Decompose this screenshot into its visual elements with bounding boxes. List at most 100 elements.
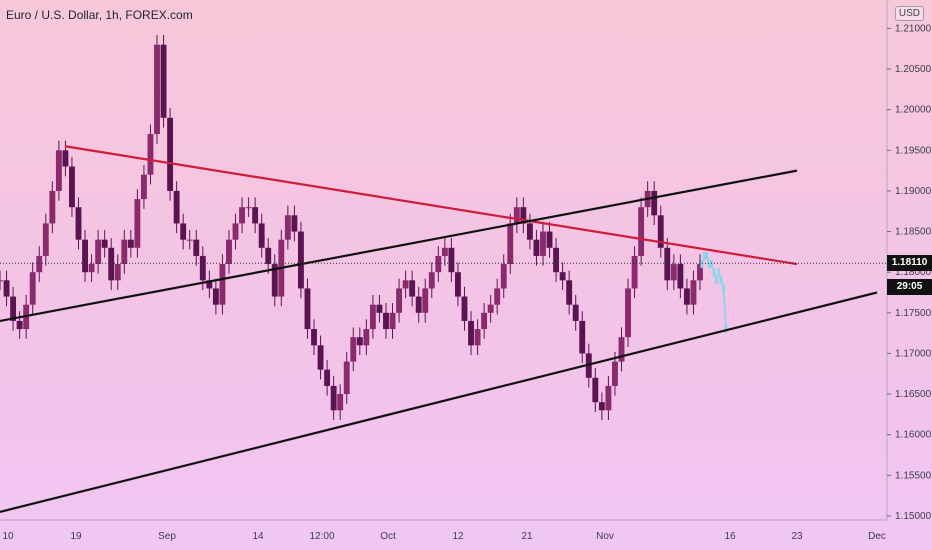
price-candle: [455, 272, 461, 297]
price-candle: [657, 215, 664, 248]
price-candle: [16, 320, 23, 330]
price-series: [0, 34, 703, 421]
price-candle: [193, 239, 200, 256]
price-candle: [3, 280, 10, 297]
price-candle: [108, 247, 115, 281]
price-candle: [134, 199, 141, 248]
time-tick-label: 23: [791, 531, 803, 542]
price-candle: [206, 280, 213, 289]
price-candle: [324, 369, 331, 386]
price-candle: [258, 223, 265, 248]
price-candle: [10, 296, 17, 321]
price-tick-label: 1.20000: [895, 105, 932, 116]
time-tick-label: 12:00: [309, 531, 334, 542]
price-candle: [415, 296, 422, 313]
price-candle: [265, 247, 272, 265]
price-candle: [55, 150, 62, 191]
projection-line: [701, 254, 727, 330]
price-candle: [369, 304, 376, 330]
price-candle: [343, 361, 350, 395]
time-tick-label: 21: [521, 531, 533, 542]
price-candle: [376, 304, 383, 313]
price-candle: [389, 312, 396, 330]
price-candle: [88, 264, 95, 273]
price-candle: [330, 385, 337, 411]
price-tick-label: 1.18000: [895, 267, 932, 278]
price-candle: [363, 329, 370, 346]
price-candle: [29, 272, 36, 305]
price-candle: [553, 247, 560, 273]
price-candle: [245, 207, 252, 209]
price-candle: [239, 207, 245, 224]
price-candle: [252, 207, 259, 224]
price-tick-label: 1.18500: [895, 227, 932, 238]
price-candle: [284, 215, 291, 240]
price-candle: [468, 320, 474, 346]
time-tick-label: 10: [2, 531, 14, 542]
price-candle: [520, 207, 527, 224]
currency-badge[interactable]: USD: [894, 6, 924, 21]
price-candle: [291, 215, 298, 232]
price-candle: [271, 264, 278, 297]
price-candle: [461, 296, 468, 321]
price-candle: [683, 288, 690, 305]
price-tick-label: 1.17000: [895, 348, 932, 359]
price-candle: [337, 394, 344, 411]
price-candle: [82, 239, 88, 273]
price-candle: [441, 247, 448, 256]
price-candle: [513, 207, 520, 224]
time-axis[interactable]: 10 19 Sep 14 12:00 Oct 12 21 Nov 16 23 Dec: [0, 519, 887, 542]
time-tick-label: Dec: [868, 531, 886, 542]
channel-upper-trendline: [0, 169, 798, 323]
time-tick-label: 12: [452, 531, 464, 542]
price-candle: [350, 337, 357, 362]
price-tick-label: 1.15500: [895, 470, 932, 481]
price-tick-label: 1.16500: [895, 389, 932, 400]
price-candle: [383, 312, 389, 330]
price-candle: [435, 255, 442, 273]
price-candle: [36, 255, 43, 273]
price-candle: [317, 345, 324, 370]
price-candle: [448, 247, 455, 273]
price-tick-label: 1.20500: [895, 64, 932, 75]
price-candle: [474, 329, 481, 346]
price-candle: [219, 264, 226, 305]
price-candle: [127, 239, 134, 248]
price-candle: [494, 288, 501, 305]
price-candle: [147, 134, 154, 175]
price-candle: [690, 280, 697, 305]
price-candle: [304, 288, 311, 330]
price-tick-label: 1.16000: [895, 430, 932, 441]
price-candle: [0, 280, 3, 282]
price-tick-label: 1.15000: [895, 511, 932, 522]
price-candle: [49, 190, 56, 224]
price-candle: [697, 264, 703, 281]
price-candle: [212, 288, 219, 305]
price-candle: [618, 337, 625, 362]
price-candle: [75, 207, 82, 240]
price-candle: [540, 231, 546, 256]
price-candle: [199, 255, 206, 281]
price-candle: [69, 166, 75, 208]
price-candle: [592, 377, 599, 403]
resistance-trendline: [64, 145, 798, 266]
price-tick-label: 1.21000: [895, 23, 932, 34]
price-candle: [311, 329, 317, 346]
price-candle: [677, 264, 684, 289]
price-candle: [664, 247, 671, 281]
time-tick-label: 14: [252, 531, 264, 542]
time-tick-label: Sep: [158, 531, 176, 542]
price-candle: [651, 190, 658, 216]
price-candle: [428, 272, 435, 289]
projection-series: [700, 251, 728, 334]
price-candle: [631, 255, 638, 289]
price-candle: [500, 264, 507, 289]
price-candle: [154, 44, 160, 135]
price-candle: [180, 223, 187, 240]
channel-lower-trendline: [0, 291, 878, 513]
price-candle: [226, 239, 232, 265]
price-candle: [402, 280, 409, 289]
price-candle: [670, 264, 677, 281]
